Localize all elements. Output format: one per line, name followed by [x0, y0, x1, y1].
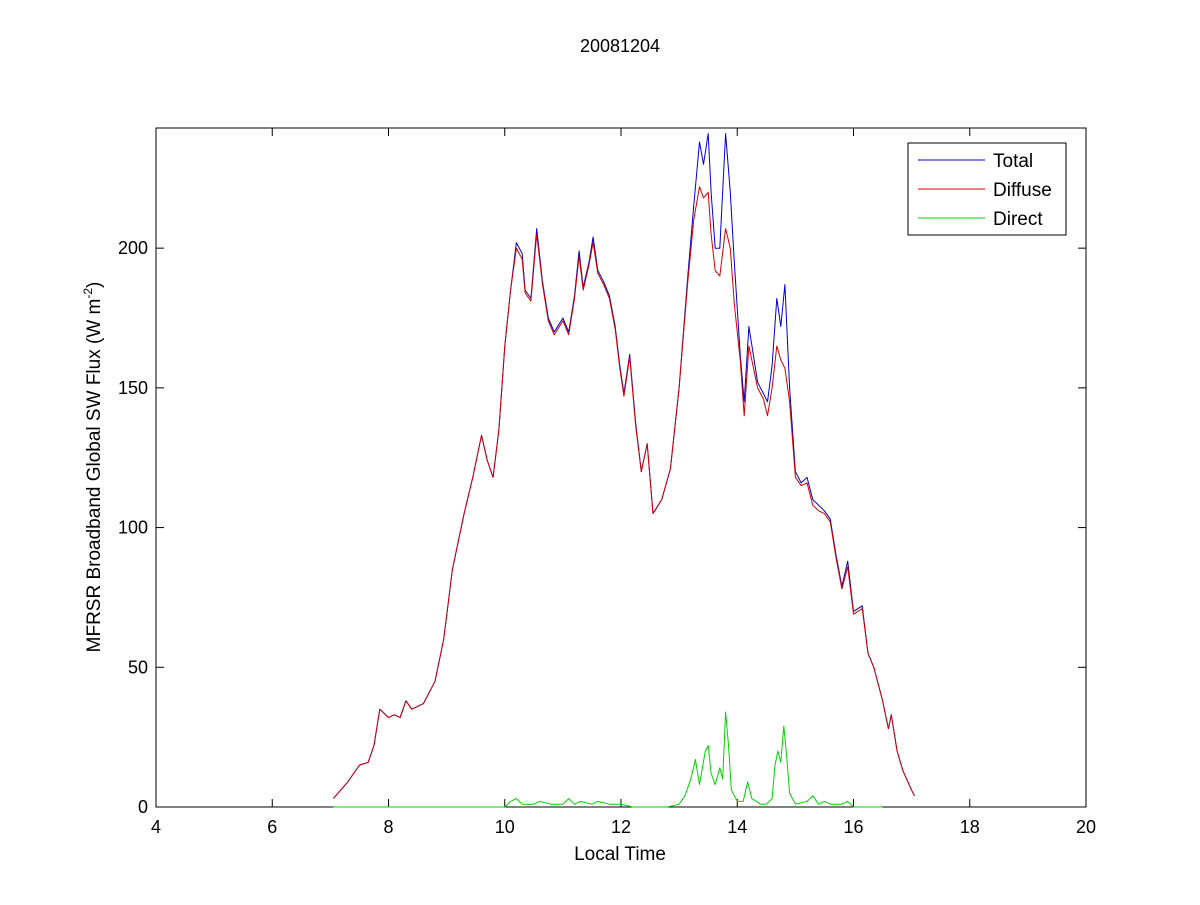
x-tick-label: 12 — [611, 817, 631, 837]
y-tick-label: 0 — [138, 797, 148, 817]
x-tick-label: 16 — [843, 817, 863, 837]
y-axis-label-sup: -2 — [81, 288, 95, 299]
legend-label-diffuse: Diffuse — [993, 180, 1052, 201]
x-tick-label: 4 — [151, 817, 161, 837]
series-layer — [332, 133, 915, 808]
y-tick-label: 50 — [128, 657, 148, 677]
y-axis-label: MFRSR Broadband Global SW Flux (W m-2) — [81, 282, 105, 653]
x-tick-label: 6 — [267, 817, 277, 837]
y-axis-label-close: ) — [84, 282, 105, 288]
y-tick-label: 100 — [118, 518, 148, 538]
x-tick-label: 8 — [383, 817, 393, 837]
y-tick-label: 150 — [118, 378, 148, 398]
series-line-diffuse — [332, 186, 915, 799]
x-tick-label: 14 — [727, 817, 747, 837]
y-axis-label-main: MFRSR Broadband Global SW Flux (W m — [84, 299, 105, 653]
legend-label-direct: Direct — [993, 209, 1043, 230]
series-line-direct — [333, 711, 883, 808]
y-axis: 0 50 100 150 200 — [118, 238, 1086, 817]
x-axis-label: Local Time — [574, 844, 666, 865]
x-tick-label: 20 — [1076, 817, 1096, 837]
legend-label-total: Total — [993, 151, 1033, 172]
x-axis: 4 6 8 10 12 14 16 18 20 — [151, 128, 1096, 837]
chart-title: 20081204 — [580, 36, 660, 56]
y-tick-label: 200 — [118, 238, 148, 258]
legend: Total Diffuse Direct — [907, 142, 1067, 236]
x-tick-label: 18 — [960, 817, 980, 837]
x-tick-label: 10 — [495, 817, 515, 837]
plot-area — [155, 127, 1087, 808]
